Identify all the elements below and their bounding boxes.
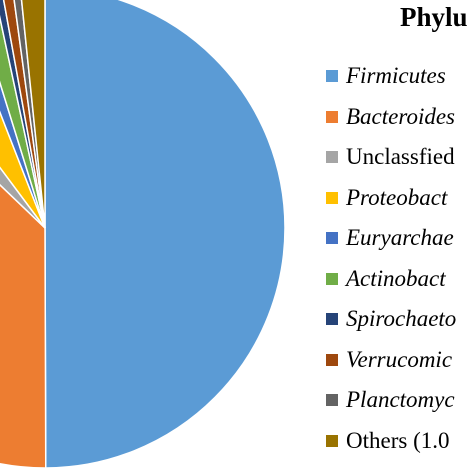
legend-label: Euryarchae bbox=[346, 225, 454, 251]
legend-item: Others (1.0 bbox=[326, 421, 456, 462]
legend-swatch bbox=[326, 434, 338, 447]
legend-item: Euryarchae bbox=[326, 218, 456, 259]
legend-item: Actinobact bbox=[326, 259, 456, 300]
pie-slice-7 bbox=[0, 0, 46, 229]
legend-label: Firmicutes bbox=[346, 63, 446, 89]
pie-slice-2 bbox=[0, 183, 47, 469]
legend-item: Planctomyc bbox=[326, 380, 456, 421]
legend-label: Unclassfied bbox=[346, 144, 455, 170]
legend-item: Verrucomic bbox=[326, 340, 456, 381]
legend-swatch bbox=[326, 313, 338, 326]
legend-swatch bbox=[326, 151, 338, 164]
legend-swatch bbox=[326, 353, 338, 366]
legend-item: Unclassfied bbox=[326, 137, 456, 178]
legend-label: Verrucomic bbox=[346, 346, 453, 372]
legend-label: Bacteroides bbox=[346, 103, 456, 129]
legend-swatch bbox=[326, 394, 338, 407]
legend-label: Planctomyc bbox=[346, 387, 455, 413]
legend-title: Phylu bbox=[400, 2, 468, 32]
legend-item: Firmicutes bbox=[326, 56, 456, 97]
legend-item: Bacteroides bbox=[326, 97, 456, 138]
legend-swatch bbox=[326, 110, 338, 123]
legend-swatch bbox=[326, 191, 338, 204]
legend-label: Actinobact bbox=[346, 265, 446, 291]
legend-swatch bbox=[326, 272, 338, 285]
pie-slice-1 bbox=[44, 0, 286, 469]
pie-slice-9 bbox=[13, 0, 46, 229]
legend-label: Others (1.0 bbox=[346, 427, 450, 453]
legend-item: Spirochaeto bbox=[326, 299, 456, 340]
legend-swatch bbox=[326, 232, 338, 245]
legend-label: Proteobact bbox=[346, 184, 448, 210]
pie-slice-10 bbox=[20, 0, 46, 229]
legend: Firmicutes Bacteroides Unclassfied Proteoba… bbox=[326, 56, 456, 461]
legend-item: Proteobact bbox=[326, 178, 456, 219]
pie-slice-8 bbox=[2, 0, 46, 229]
legend-label: Spirochaeto bbox=[346, 306, 457, 332]
legend-swatch bbox=[326, 70, 338, 83]
